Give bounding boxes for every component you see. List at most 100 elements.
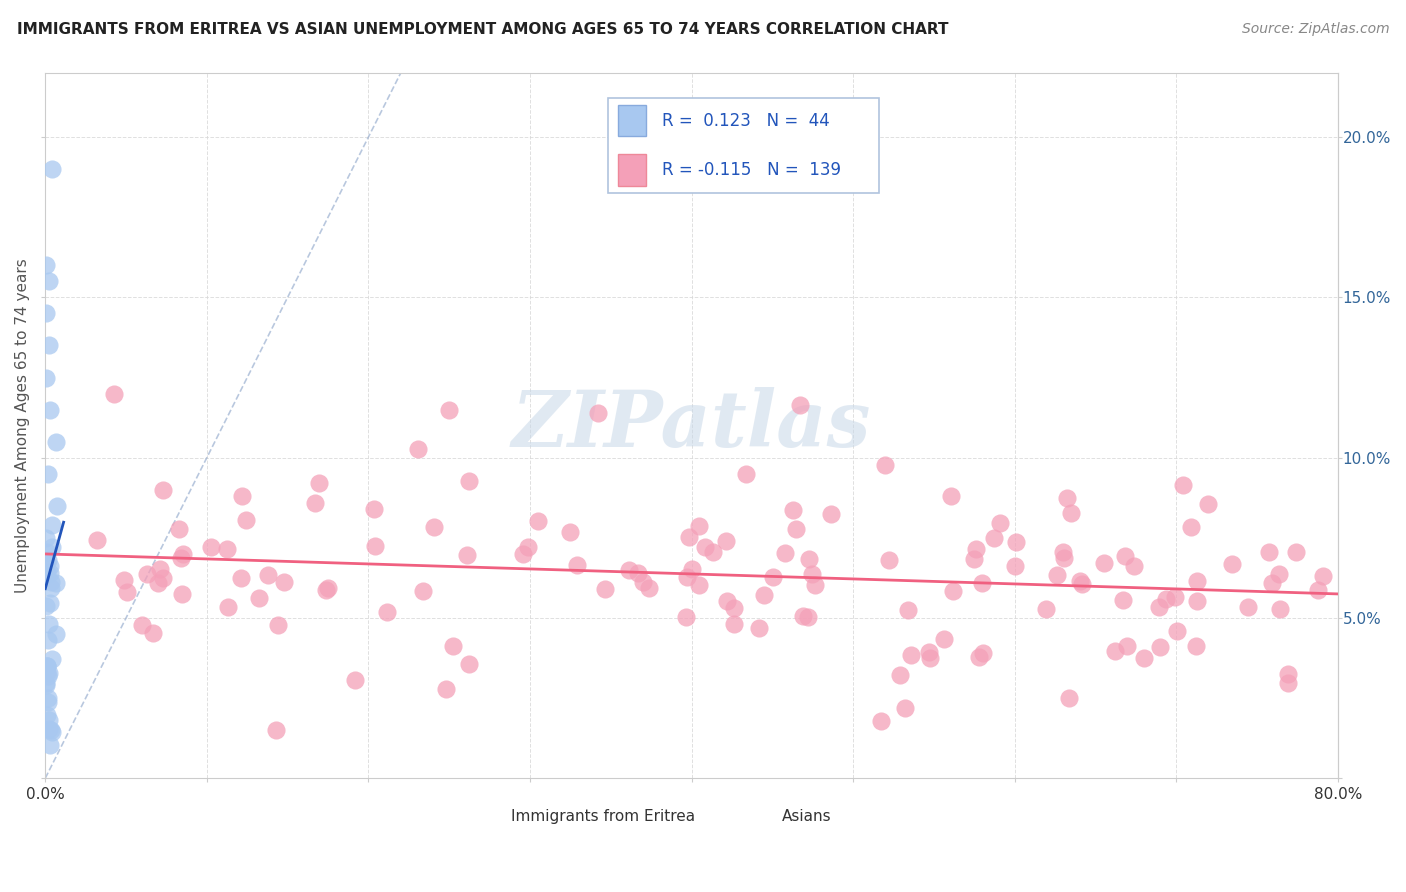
Point <box>37 695 59 709</box>
Point <box>37 553 59 567</box>
Point <box>792 608 814 623</box>
Point <box>37 545 59 559</box>
Point <box>136 567 159 582</box>
Point <box>565 558 588 573</box>
Point <box>1059 691 1081 706</box>
Point <box>38 596 60 610</box>
Point <box>344 673 367 688</box>
Point <box>267 618 290 632</box>
Point <box>1122 558 1144 573</box>
Text: Asians: Asians <box>782 810 831 824</box>
Point <box>735 467 758 481</box>
Point <box>1149 640 1171 654</box>
Point <box>988 516 1011 530</box>
Point <box>942 584 965 599</box>
Point <box>35 678 58 692</box>
Point <box>676 570 699 584</box>
Point <box>517 540 540 554</box>
Point <box>1237 599 1260 614</box>
Point <box>256 567 278 582</box>
Point <box>149 562 172 576</box>
Point <box>35 531 58 545</box>
Point <box>148 576 170 591</box>
Point <box>131 618 153 632</box>
Point <box>37 691 59 706</box>
Point <box>38 738 60 752</box>
Point <box>86 533 108 548</box>
Point <box>1185 594 1208 608</box>
Text: IMMIGRANTS FROM ERITREA VS ASIAN UNEMPLOYMENT AMONG AGES 65 TO 74 YEARS CORRELAT: IMMIGRANTS FROM ERITREA VS ASIAN UNEMPLO… <box>17 22 949 37</box>
Point <box>247 591 270 605</box>
Point <box>681 562 703 576</box>
Point <box>35 665 58 679</box>
Point <box>695 540 717 554</box>
Point <box>785 522 807 536</box>
Point <box>1104 644 1126 658</box>
Point <box>593 582 616 596</box>
Point <box>1185 574 1208 589</box>
Point <box>1004 559 1026 574</box>
Point <box>37 566 59 580</box>
Point <box>983 532 1005 546</box>
Text: ZIPatlas: ZIPatlas <box>512 387 872 464</box>
Point <box>316 581 339 595</box>
Point <box>1185 639 1208 653</box>
Text: Source: ZipAtlas.com: Source: ZipAtlas.com <box>1241 22 1389 37</box>
Point <box>38 338 60 352</box>
Point <box>918 645 941 659</box>
Point <box>1116 639 1139 653</box>
Point <box>103 386 125 401</box>
Point <box>1258 545 1281 559</box>
Point <box>1052 545 1074 559</box>
Point <box>308 476 330 491</box>
Point <box>35 306 58 320</box>
FancyBboxPatch shape <box>472 803 501 831</box>
Point <box>1164 591 1187 605</box>
Point <box>1220 557 1243 571</box>
Point <box>41 517 63 532</box>
Point <box>804 578 827 592</box>
Point <box>152 571 174 585</box>
Point <box>1285 545 1308 559</box>
Point <box>41 162 63 177</box>
Point <box>315 582 337 597</box>
Point <box>627 566 650 581</box>
Point <box>1046 567 1069 582</box>
Point <box>37 658 59 673</box>
Point <box>558 525 581 540</box>
Point <box>39 402 62 417</box>
Point <box>406 442 429 457</box>
Point <box>45 575 67 590</box>
Point <box>1071 577 1094 591</box>
Point <box>41 540 63 554</box>
FancyBboxPatch shape <box>607 97 879 193</box>
Point <box>897 603 920 617</box>
Point <box>363 502 385 516</box>
Point <box>638 582 661 596</box>
Point <box>38 666 60 681</box>
Point <box>437 402 460 417</box>
Point <box>364 539 387 553</box>
Point <box>1312 569 1334 583</box>
Point <box>799 551 821 566</box>
Point <box>875 458 897 472</box>
Point <box>45 627 67 641</box>
Point <box>1268 566 1291 581</box>
Point <box>870 714 893 728</box>
Point <box>1056 491 1078 505</box>
Point <box>46 499 69 513</box>
Point <box>35 599 58 614</box>
Point <box>39 575 62 590</box>
Point <box>35 258 58 272</box>
Point <box>972 646 994 660</box>
Point <box>39 723 62 737</box>
Point <box>35 707 58 722</box>
Point <box>801 566 824 581</box>
Point <box>200 540 222 554</box>
Point <box>167 522 190 536</box>
Point <box>1005 535 1028 549</box>
Point <box>678 530 700 544</box>
Point <box>820 507 842 521</box>
Point <box>170 586 193 600</box>
Y-axis label: Unemployment Among Ages 65 to 74 years: Unemployment Among Ages 65 to 74 years <box>15 258 30 593</box>
